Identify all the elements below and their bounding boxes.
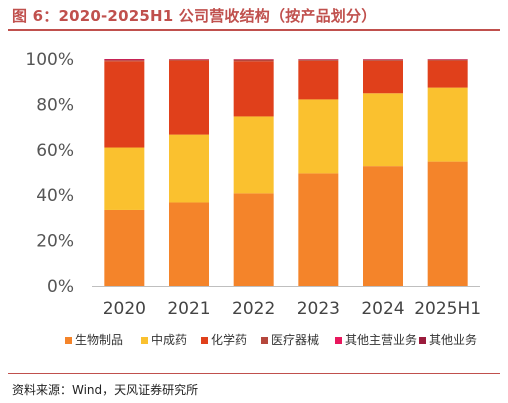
bar-segment-2023-中成药 (298, 99, 339, 174)
x-tick-label: 2024 (361, 299, 404, 319)
bar-segment-2021-生物制品 (169, 202, 209, 286)
bar-segment-2022-医疗器械 (233, 59, 274, 62)
bar-segment-2020-化学药 (104, 61, 145, 148)
chart-legend: 生物制品 中成药 化学药 医疗器械 其他主营业务 其他业务 (65, 332, 477, 347)
bar-segment-2021-医疗器械 (169, 59, 209, 61)
legend-swatch (261, 337, 268, 344)
legend-label: 中成药 (151, 332, 187, 347)
legend-swatch (419, 337, 426, 344)
bar-segment-2020-其他主营业务 (104, 59, 145, 61)
bar-segment-2022-中成药 (233, 116, 274, 194)
bar-segment-2022-生物制品 (233, 193, 274, 286)
bar-segment-2024-生物制品 (363, 166, 403, 286)
y-tick-label: 20% (36, 232, 74, 252)
bar-segment-2023-生物制品 (298, 173, 339, 286)
bar-segment-2024-中成药 (363, 93, 403, 167)
bar-segment-2020-中成药 (104, 147, 145, 210)
stacked-bar-chart: 0%20%40%60%80%100% 2020 2021 2022 2023 2024 2… (25, 50, 481, 347)
x-tick-label: 2022 (232, 299, 275, 319)
bar-segment-2021-化学药 (169, 60, 209, 135)
bar-segment-2021-中成药 (169, 134, 209, 203)
bar-segment-2024-化学药 (363, 60, 403, 94)
legend-swatch (335, 337, 342, 344)
bar-segment-2020-医疗器械 (104, 60, 145, 62)
legend-label: 生物制品 (75, 333, 123, 347)
bar-segment-2022-化学药 (233, 61, 274, 117)
x-tick-label: 2025H1 (414, 299, 481, 319)
bar-series-group (104, 59, 468, 286)
legend-label: 其他主营业务 (345, 332, 417, 347)
legend-swatch (65, 337, 72, 344)
x-tick-label: 2020 (103, 299, 146, 319)
y-tick-label: 100% (25, 50, 74, 70)
legend-swatch (141, 337, 148, 344)
bar-segment-2025H1-化学药 (427, 60, 468, 88)
x-tick-label: 2021 (167, 299, 210, 319)
bar-segment-2023-化学药 (298, 60, 339, 100)
x-tick-label: 2023 (297, 299, 340, 319)
x-axis-ticks: 2020 2021 2022 2023 2024 2025H1 (103, 299, 481, 319)
y-tick-label: 40% (36, 186, 74, 206)
bar-segment-2025H1-中成药 (427, 87, 468, 162)
y-tick-label: 0% (47, 277, 74, 297)
source-note: 资料来源：Wind，天风证券研究所 (12, 383, 199, 397)
chart-axes: 0% 20% 40% 60% 80% 100% (25, 50, 480, 297)
chart-title: 图 6：2020-2025H1 公司营收结构（按产品划分） (12, 7, 377, 25)
legend-label: 其他业务 (429, 332, 477, 347)
legend-label: 医疗器械 (271, 332, 319, 347)
bar-segment-2025H1-医疗器械 (427, 59, 468, 61)
bar-segment-2024-医疗器械 (363, 59, 403, 61)
legend-swatch (201, 337, 208, 344)
bar-segment-2020-生物制品 (104, 209, 145, 286)
y-tick-label: 60% (36, 141, 74, 161)
bar-segment-2023-医疗器械 (298, 59, 339, 61)
y-tick-label: 80% (36, 95, 74, 115)
bar-segment-2025H1-生物制品 (427, 161, 468, 286)
legend-label: 化学药 (211, 332, 247, 347)
source-divider (8, 373, 500, 374)
title-divider (8, 29, 500, 31)
